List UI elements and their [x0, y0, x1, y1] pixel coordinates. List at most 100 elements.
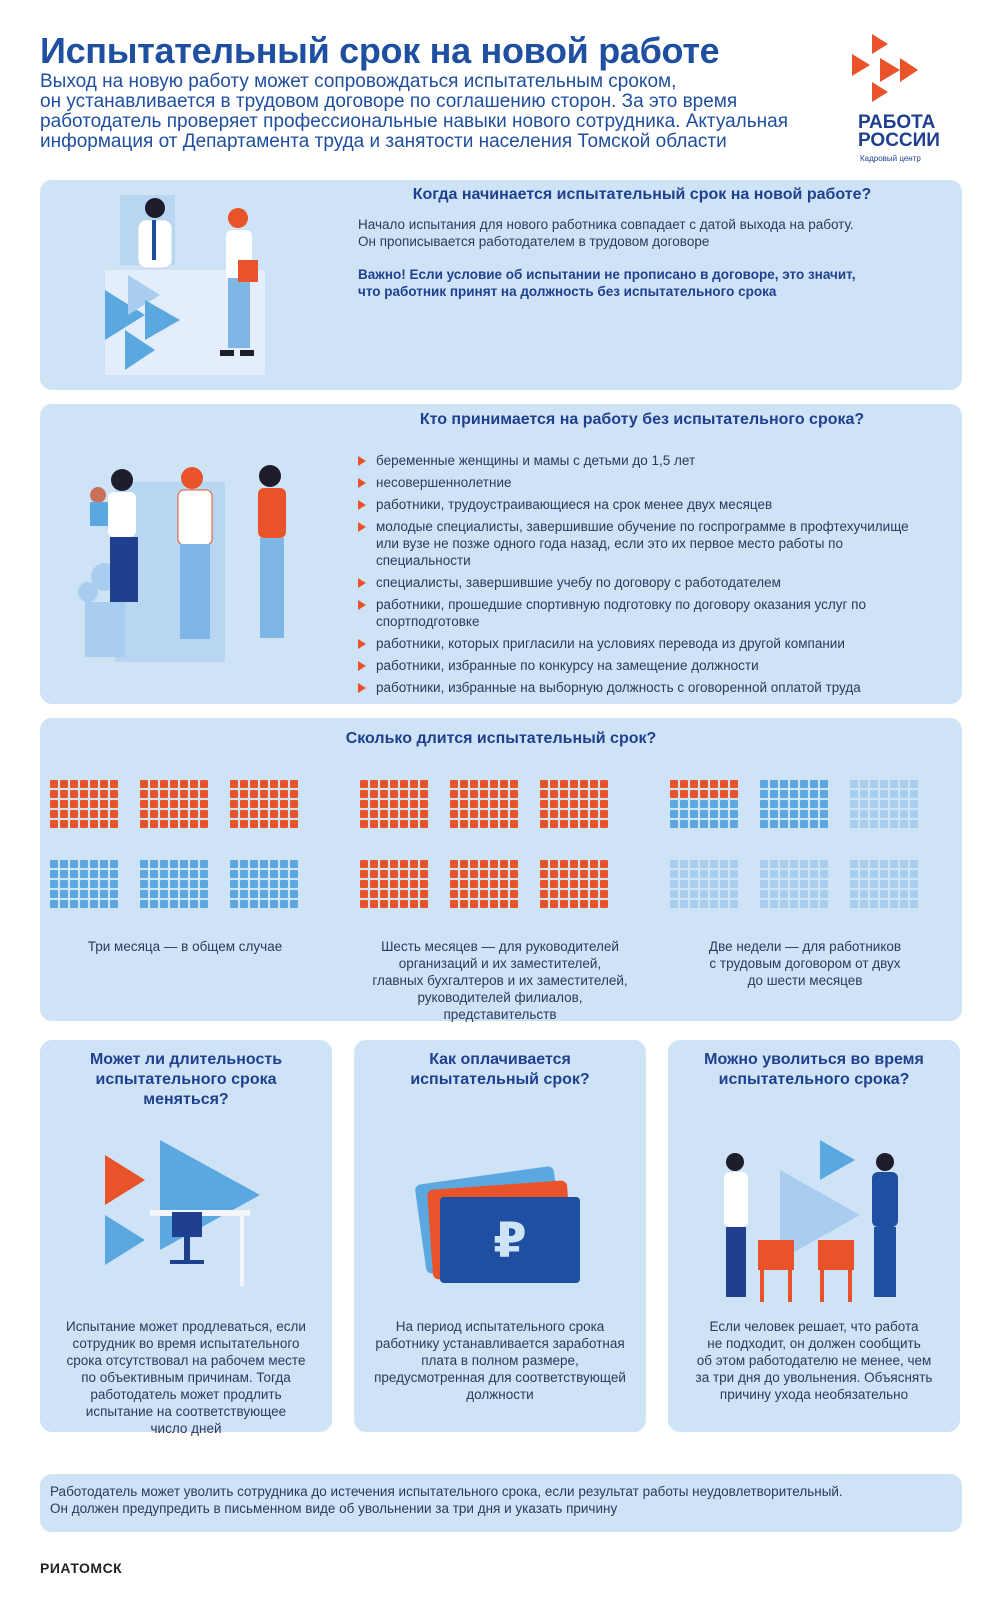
calendar-day-cell [890, 870, 898, 878]
calendar-day-cell [380, 780, 388, 788]
calendar-day-cell [590, 860, 598, 868]
calendar-day-cell [100, 890, 108, 898]
calendar-day-cell [230, 880, 238, 888]
calendar-day-cell [710, 780, 718, 788]
calendar-day-cell [860, 820, 868, 828]
calendar-day-cell [420, 890, 428, 898]
calendar-day-cell [810, 790, 818, 798]
calendar-day-cell [580, 870, 588, 878]
calendar-day-cell [110, 860, 118, 868]
calendar-day-cell [460, 860, 468, 868]
calendar-day-cell [720, 800, 728, 808]
calendar-day-cell [410, 810, 418, 818]
calendar-day-cell [570, 900, 578, 908]
calendar-day-cell [280, 790, 288, 798]
calendar-day-cell [400, 790, 408, 798]
calendar-day-cell [390, 800, 398, 808]
calendar-day-cell [100, 870, 108, 878]
office-reception-illustration [105, 195, 265, 375]
calendar-day-cell [270, 900, 278, 908]
calendar-day-cell [410, 800, 418, 808]
calendar-day-cell [50, 880, 58, 888]
calendar-day-cell [360, 810, 368, 818]
calendar-day-cell [110, 820, 118, 828]
calendar-day-cell [870, 820, 878, 828]
calendar-day-cell [100, 880, 108, 888]
calendar-day-cell [710, 870, 718, 878]
calendar-day-cell [670, 900, 678, 908]
calendar-day-cell [710, 880, 718, 888]
month-calendars-graphic [50, 780, 918, 908]
calendar-day-cell [490, 780, 498, 788]
calendar-day-cell [890, 820, 898, 828]
calendar-day-cell [580, 900, 588, 908]
calendar-day-cell [480, 790, 488, 798]
calendar-day-cell [290, 820, 298, 828]
calendar-day-cell [480, 870, 488, 878]
calendar-day-cell [410, 820, 418, 828]
calendar-day-cell [80, 860, 88, 868]
calendar-day-cell [140, 790, 148, 798]
calendar-day-cell [170, 880, 178, 888]
calendar-day-cell [50, 900, 58, 908]
calendar-day-cell [380, 860, 388, 868]
calendar-day-cell [900, 780, 908, 788]
calendar-day-cell [690, 890, 698, 898]
calendar-day-cell [140, 780, 148, 788]
calendar-day-cell [140, 820, 148, 828]
calendar-day-cell [820, 880, 828, 888]
calendar-day-cell [800, 790, 808, 798]
calendar-day-cell [60, 800, 68, 808]
calendar-day-cell [290, 880, 298, 888]
calendar-day-cell [190, 870, 198, 878]
calendar-day-cell [80, 800, 88, 808]
calendar-day-cell [480, 900, 488, 908]
calendar-day-cell [870, 890, 878, 898]
calendar-day-cell [140, 860, 148, 868]
calendar-day-cell [780, 860, 788, 868]
calendar-day-cell [420, 870, 428, 878]
calendar-day-cell [420, 860, 428, 868]
calendar-day-cell [870, 810, 878, 818]
calendar-day-cell [500, 860, 508, 868]
calendar-day-cell [600, 780, 608, 788]
card-resignation-heading: Можно уволиться во время испытательного … [704, 1051, 924, 1088]
calendar-day-cell [400, 880, 408, 888]
calendar-day-cell [490, 870, 498, 878]
calendar-day-cell [800, 890, 808, 898]
calendar-day-cell [910, 870, 918, 878]
calendar-day-cell [160, 880, 168, 888]
calendar-day-cell [880, 870, 888, 878]
calendar-day-cell [480, 880, 488, 888]
calendar-day-cell [70, 870, 78, 878]
calendar-day-cell [680, 820, 688, 828]
calendar-day-cell [690, 810, 698, 818]
calendar-day-cell [200, 890, 208, 898]
section-start-text: Начало испытания для нового работника со… [358, 217, 854, 249]
calendar-day-cell [910, 810, 918, 818]
calendar-day-cell [510, 780, 518, 788]
calendar-day-cell [360, 880, 368, 888]
calendar-day-cell [800, 880, 808, 888]
calendar-day-cell [500, 890, 508, 898]
calendar-day-cell [450, 790, 458, 798]
card-payment-text: На период испытательного срока работнику… [374, 1319, 626, 1402]
card-extension-heading: Может ли длительность испытательного сро… [89, 1051, 283, 1108]
calendar-day-cell [370, 780, 378, 788]
calendar-day-cell [900, 880, 908, 888]
calendar-day-cell [160, 870, 168, 878]
calendar-day-cell [140, 810, 148, 818]
calendar-day-cell [910, 890, 918, 898]
calendar-day-cell [160, 860, 168, 868]
calendar-day-cell [100, 820, 108, 828]
calendar-day-cell [470, 860, 478, 868]
calendar-day-cell [860, 880, 868, 888]
calendar-day-cell [250, 860, 258, 868]
calendar-day-cell [110, 810, 118, 818]
calendar-day-cell [490, 880, 498, 888]
calendar-day-cell [70, 890, 78, 898]
calendar-day-cell [280, 890, 288, 898]
calendar-day-cell [90, 810, 98, 818]
calendar-day-cell [410, 890, 418, 898]
calendar-day-cell [160, 780, 168, 788]
